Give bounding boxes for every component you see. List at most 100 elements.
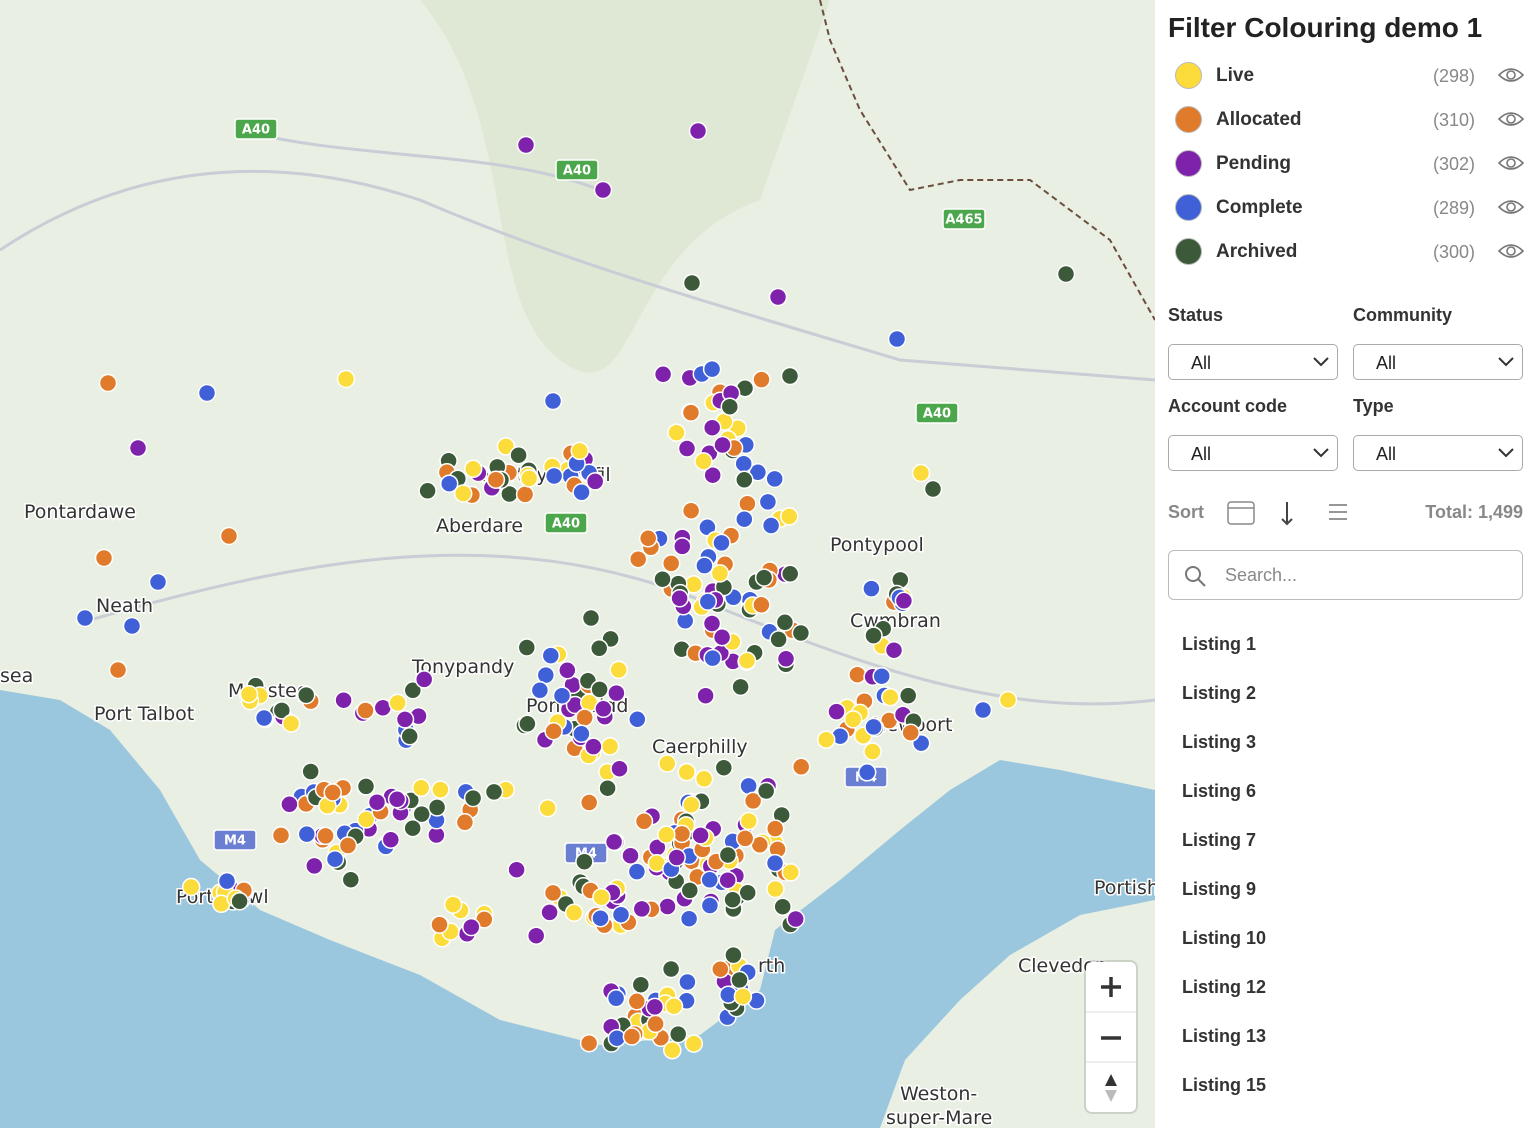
map-marker[interactable] (453, 484, 473, 503)
map-marker[interactable] (181, 877, 201, 897)
map-marker[interactable] (863, 742, 882, 761)
map-marker[interactable] (598, 778, 617, 798)
map-marker[interactable] (664, 996, 684, 1016)
map-marker[interactable] (280, 795, 299, 814)
map-marker[interactable] (703, 648, 722, 668)
map-marker[interactable] (765, 819, 785, 838)
map-marker[interactable] (632, 899, 652, 919)
map-marker[interactable] (700, 896, 720, 915)
map-marker[interactable] (128, 438, 148, 458)
map-marker[interactable] (381, 830, 401, 849)
map-marker[interactable] (271, 826, 291, 845)
map-marker[interactable] (638, 529, 658, 548)
map-marker[interactable] (606, 989, 626, 1008)
map-marker[interactable] (462, 917, 481, 937)
map-marker[interactable] (634, 812, 654, 831)
map-marker[interactable] (575, 852, 594, 871)
map-marker[interactable] (677, 439, 697, 458)
map-marker[interactable] (781, 863, 801, 882)
map-marker[interactable] (766, 879, 785, 899)
listing[interactable]: Listing 6 (1182, 781, 1257, 801)
map-marker[interactable] (691, 826, 710, 845)
map-marker[interactable] (600, 737, 620, 756)
map-marker[interactable] (998, 690, 1018, 710)
map-marker[interactable] (403, 681, 423, 700)
map-marker[interactable] (734, 454, 753, 473)
map-marker[interactable] (827, 702, 846, 721)
map-marker[interactable] (455, 813, 475, 832)
map-marker[interactable] (585, 472, 605, 491)
map-marker[interactable] (579, 793, 599, 812)
map-marker[interactable] (254, 708, 274, 728)
zoom-in[interactable] (1101, 977, 1121, 997)
filter-select[interactable]: All (1168, 435, 1338, 471)
map-marker[interactable] (575, 708, 594, 727)
map-marker[interactable] (272, 701, 292, 720)
map-marker[interactable] (694, 452, 713, 471)
map-marker[interactable] (75, 608, 95, 628)
map-marker[interactable] (610, 759, 629, 778)
map-marker[interactable] (739, 811, 759, 831)
map-marker[interactable] (696, 686, 715, 705)
map-marker[interactable] (973, 700, 993, 720)
map-marker[interactable] (230, 892, 249, 911)
map-marker[interactable] (864, 717, 883, 737)
map-marker[interactable] (530, 681, 550, 700)
map-marker[interactable] (667, 848, 686, 867)
map-marker[interactable] (881, 687, 900, 707)
map-marker[interactable] (589, 639, 609, 658)
legend-item[interactable]: Complete (289) (1175, 193, 1525, 223)
map-marker[interactable] (786, 909, 805, 929)
map-marker[interactable] (901, 723, 920, 742)
map-marker[interactable] (768, 287, 788, 307)
map-marker[interactable] (718, 870, 737, 890)
map-marker[interactable] (296, 685, 316, 705)
map-marker[interactable] (543, 391, 563, 411)
map-marker[interactable] (418, 481, 437, 501)
visibility-toggle[interactable] (1497, 152, 1525, 174)
map-marker[interactable] (544, 466, 564, 486)
map-marker[interactable] (672, 824, 692, 844)
map-marker[interactable] (388, 693, 407, 713)
map-marker[interactable] (621, 846, 640, 865)
map-marker[interactable] (356, 701, 375, 720)
map-marker[interactable] (631, 975, 651, 994)
map-marker[interactable] (743, 791, 763, 811)
map-marker[interactable] (681, 403, 701, 422)
map-marker[interactable] (752, 370, 771, 389)
map-marker[interactable] (864, 626, 883, 645)
listing[interactable]: Listing 13 (1182, 1026, 1267, 1046)
map-marker[interactable] (673, 537, 692, 556)
map-marker[interactable] (843, 710, 863, 729)
search-box[interactable]: Search... (1168, 550, 1523, 600)
map-marker[interactable] (731, 677, 750, 697)
map-marker[interactable] (657, 825, 676, 844)
visibility-toggle[interactable] (1497, 64, 1525, 86)
map-marker[interactable] (584, 737, 603, 756)
map-marker[interactable] (622, 1027, 642, 1046)
map-marker[interactable] (122, 616, 142, 636)
map-marker[interactable] (387, 790, 407, 809)
map-marker[interactable] (543, 883, 563, 903)
map-marker[interactable] (773, 897, 792, 916)
map-marker[interactable] (688, 121, 708, 141)
map-marker[interactable] (765, 853, 785, 873)
map-marker[interactable] (297, 824, 317, 844)
compass[interactable] (1105, 1074, 1117, 1086)
map-marker[interactable] (628, 549, 648, 569)
map-marker[interactable] (780, 564, 800, 584)
map-marker[interactable] (702, 614, 722, 633)
map-marker[interactable] (604, 832, 624, 852)
map-marker[interactable] (98, 373, 118, 393)
map-marker[interactable] (791, 623, 811, 643)
listing[interactable]: Listing 10 (1182, 928, 1267, 948)
map-marker[interactable] (857, 763, 877, 782)
map-marker[interactable] (723, 890, 742, 909)
map-marker[interactable] (367, 792, 387, 812)
map-marker[interactable] (305, 856, 324, 876)
map-marker[interactable] (431, 780, 450, 799)
map-marker[interactable] (94, 548, 114, 568)
map-marker[interactable] (552, 686, 572, 705)
map-marker[interactable] (678, 972, 697, 992)
